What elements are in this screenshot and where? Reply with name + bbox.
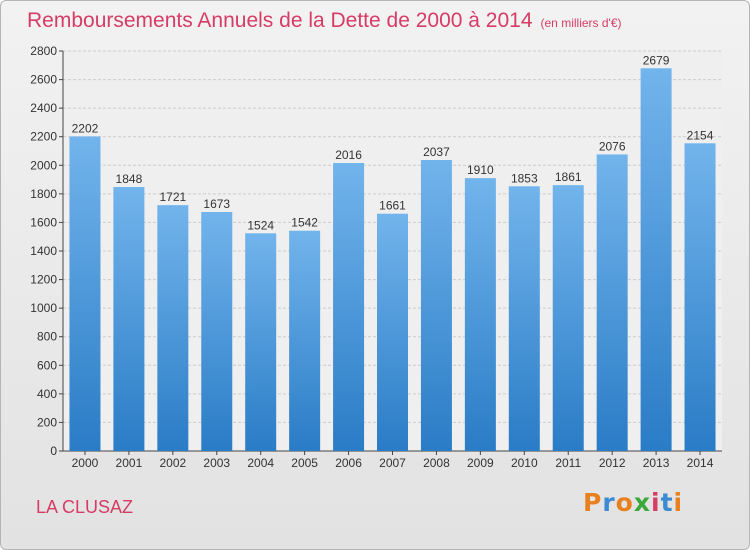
bar-2006 [333,163,365,451]
x-tick-label-2008: 2008 [423,456,450,470]
bar-2011 [552,185,584,451]
x-tick-label-2000: 2000 [72,456,99,470]
y-tick-label: 400 [37,387,57,401]
data-label-2007: 1661 [379,199,406,213]
location-label: LA CLUSAZ [36,497,134,517]
data-labels: 2202 1848 1721 1673 1524 1542 2016 1661 2037 1910… [72,53,714,232]
y-tick-label: 2000 [30,158,57,172]
bar-2000 [69,136,101,451]
bar-2001 [113,187,145,451]
x-tick-label-2014: 2014 [687,456,714,470]
x-tick-label-2007: 2007 [379,456,406,470]
bar-2007 [377,213,408,451]
data-label-2010: 1853 [511,171,538,185]
x-tick-label-2009: 2009 [467,456,494,470]
chart-title-text: Remboursements Annuels de la Dette de 20… [27,9,533,32]
bar-2003 [201,212,233,451]
data-label-2013: 2679 [643,53,670,67]
x-tick-label-2004: 2004 [247,456,274,470]
chart-title: Remboursements Annuels de la Dette de 20… [27,9,622,33]
data-label-2003: 1673 [203,197,230,211]
y-tick-label: 1600 [30,215,57,229]
data-label-2009: 1910 [467,163,494,177]
data-label-2002: 1721 [159,190,186,204]
bar-2013 [640,68,672,452]
y-tick-label: 2600 [30,73,57,87]
bar-2012 [596,154,628,451]
x-tick-label-2010: 2010 [511,456,538,470]
bar-2002 [157,205,189,451]
data-label-2012: 2076 [599,139,626,153]
bar-2010 [508,186,540,452]
data-label-2001: 1848 [116,172,143,186]
data-label-2014: 2154 [687,128,714,142]
bar-2005 [289,230,321,451]
bar-2008 [420,160,452,451]
data-label-2008: 2037 [423,145,450,159]
x-tick-label-2011: 2011 [555,456,581,470]
data-label-2006: 2016 [335,148,362,162]
y-tick-label: 1000 [30,301,57,315]
x-tick-label-2012: 2012 [599,456,626,470]
y-tick-label: 600 [37,358,57,372]
bar-2014 [684,143,716,452]
y-tick-label: 0 [50,444,57,458]
chart-subtitle: (en milliers d'€) [540,16,622,30]
y-tick-label: 2200 [30,130,57,144]
x-tick-label-2013: 2013 [643,456,670,470]
bars [69,68,716,452]
y-tick-label: 200 [37,415,57,429]
x-tick-label-2005: 2005 [291,456,318,470]
proxiti-logo: Proxiti [583,488,684,517]
data-label-2005: 1542 [291,216,318,230]
data-label-2011: 1861 [555,170,582,184]
bar-2009 [464,178,496,451]
x-tick-label-2001: 2001 [116,456,143,470]
data-label-2000: 2202 [72,121,99,135]
y-tick-label: 1200 [30,273,57,287]
y-tick-label: 2800 [30,44,57,58]
bar-2004 [245,233,277,451]
y-tick-label: 800 [37,330,57,344]
x-tick-label-2003: 2003 [203,456,230,470]
y-tick-label: 2400 [30,101,57,115]
x-tick-label-2002: 2002 [159,456,186,470]
y-tick-label: 1400 [30,244,57,258]
data-label-2004: 1524 [247,218,274,232]
y-tick-label: 1800 [30,187,57,201]
x-tick-label-2006: 2006 [335,456,362,470]
